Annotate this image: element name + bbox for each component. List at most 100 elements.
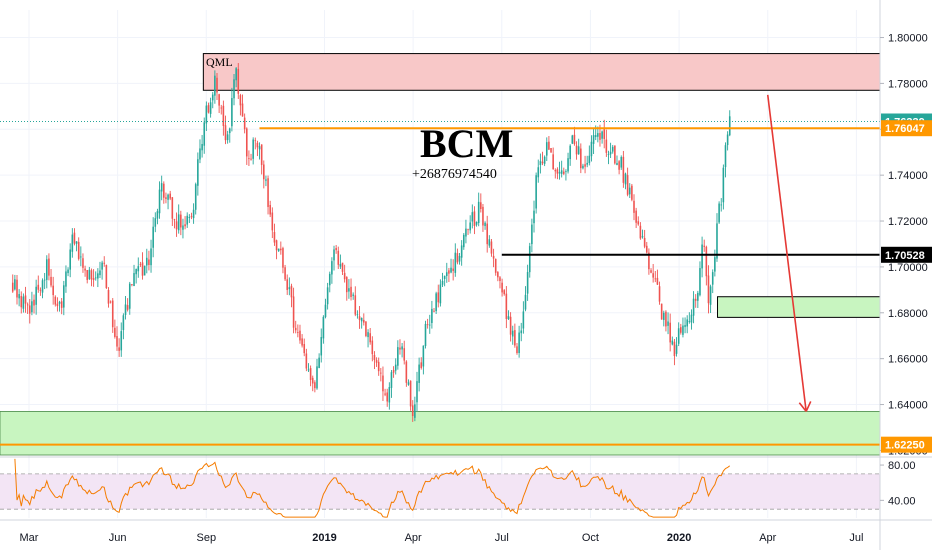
candle-body-262	[569, 145, 571, 160]
candle-body-328	[709, 286, 712, 305]
candle-body-283	[614, 145, 616, 164]
candle-body-230	[501, 282, 503, 293]
candle-body-23	[60, 301, 63, 308]
price-tick-8: 1.64000	[888, 400, 928, 412]
candle-body-284	[616, 163, 618, 165]
price-tag-1: 1.76047	[885, 123, 925, 135]
candle-body-287	[622, 156, 625, 183]
candle-body-97	[218, 94, 220, 106]
price-tick-4: 1.72000	[888, 216, 928, 228]
candle-body-158	[348, 288, 350, 292]
candle-body-112	[250, 158, 252, 160]
candle-body-195	[426, 324, 429, 326]
candle-body-244	[531, 224, 533, 245]
candle-body-161	[354, 295, 357, 315]
candle-body-100	[224, 125, 227, 141]
candle-body-115	[256, 142, 259, 148]
candle-body-225	[490, 241, 493, 254]
candle-body-117	[260, 144, 263, 165]
price-axis[interactable]: 1.800001.780001.760001.740001.720001.700…	[879, 0, 928, 550]
candle-body-51	[120, 331, 123, 351]
candle-body-135	[299, 330, 301, 341]
candle-body-105	[235, 68, 237, 81]
candle-body-198	[433, 310, 435, 312]
candle-body-21	[56, 303, 59, 307]
candle-body-288	[624, 173, 627, 185]
candle-body-250	[543, 156, 546, 164]
candle-body-175	[384, 393, 386, 395]
candle-body-126	[280, 248, 282, 251]
candle-body-91	[205, 105, 208, 124]
down-arrow-shaft	[766, 94, 807, 412]
time-axis[interactable]: Mar Jun Sep 2019 Apr Jul Oct 2020 Apr Jul	[0, 519, 932, 544]
candle-body-80	[182, 225, 184, 230]
candle-body-39	[94, 277, 97, 279]
candle-body-296	[641, 236, 644, 238]
candle-body-272	[590, 141, 593, 157]
candle-body-58	[135, 269, 137, 275]
candle-body-291	[631, 185, 633, 200]
candle-body-305	[660, 303, 663, 320]
candle-body-224	[488, 239, 491, 246]
price-tag-3: 1.62250	[885, 440, 925, 452]
candle-body-143	[316, 366, 318, 389]
candle-body-130	[288, 287, 291, 290]
time-tick-3: 2019	[312, 532, 336, 544]
candle-body-30	[75, 241, 78, 244]
down-arrow-head-1	[798, 402, 807, 412]
candle-body-206	[450, 267, 452, 273]
candle-body-318	[688, 321, 691, 323]
candle-body-5	[22, 296, 25, 309]
candle-body-263	[571, 135, 574, 144]
candle-body-124	[275, 240, 278, 251]
candle-body-89	[201, 144, 203, 151]
down-arrow-head-0	[805, 401, 812, 412]
candle-body-146	[322, 316, 325, 339]
candle-body-245	[533, 210, 535, 224]
candle-body-75	[171, 197, 174, 219]
candle-body-72	[165, 197, 167, 199]
candle-body-57	[133, 273, 135, 287]
time-tick-0: Mar	[20, 532, 39, 544]
candle-body-1	[14, 279, 16, 290]
candle-body-317	[686, 319, 688, 327]
candle-body-276	[599, 132, 601, 140]
lower-demand-zone	[0, 411, 881, 456]
candle-body-228	[497, 272, 499, 278]
candle-body-111	[248, 158, 250, 160]
candle-body-93	[209, 102, 212, 114]
candle-body-217	[473, 211, 476, 226]
candle-body-114	[254, 140, 257, 142]
candle-body-258	[560, 170, 563, 174]
candle-body-315	[682, 325, 684, 335]
candle-body-320	[692, 298, 695, 316]
candle-body-302	[654, 278, 657, 280]
candle-body-267	[580, 148, 582, 169]
candle-body-69	[158, 189, 161, 214]
candle-body-136	[301, 338, 303, 346]
candle-body-238	[518, 332, 520, 353]
candle-body-327	[707, 275, 710, 304]
candle-body-191	[418, 364, 420, 383]
candle-body-145	[320, 337, 323, 356]
candle-body-257	[558, 171, 561, 174]
candle-body-92	[207, 105, 210, 113]
candle-body-29	[73, 232, 76, 244]
time-tick-4: Apr	[405, 532, 422, 544]
candle-body-122	[271, 212, 274, 231]
candle-body-102	[228, 128, 231, 134]
small-demand-zone	[717, 296, 881, 318]
candle-body-40	[97, 273, 99, 279]
price-tick-5: 1.70000	[888, 262, 928, 274]
candle-body-83	[188, 217, 191, 218]
candle-body-269	[584, 164, 586, 167]
candle-body-88	[199, 148, 201, 160]
candle-body-108	[241, 103, 244, 117]
candle-body-200	[437, 292, 440, 303]
candle-body-216	[471, 212, 474, 222]
time-tick-9: Jul	[849, 532, 863, 544]
candle-body-42	[101, 262, 103, 270]
candle-body-264	[573, 134, 576, 145]
candle-body-183	[401, 346, 403, 350]
